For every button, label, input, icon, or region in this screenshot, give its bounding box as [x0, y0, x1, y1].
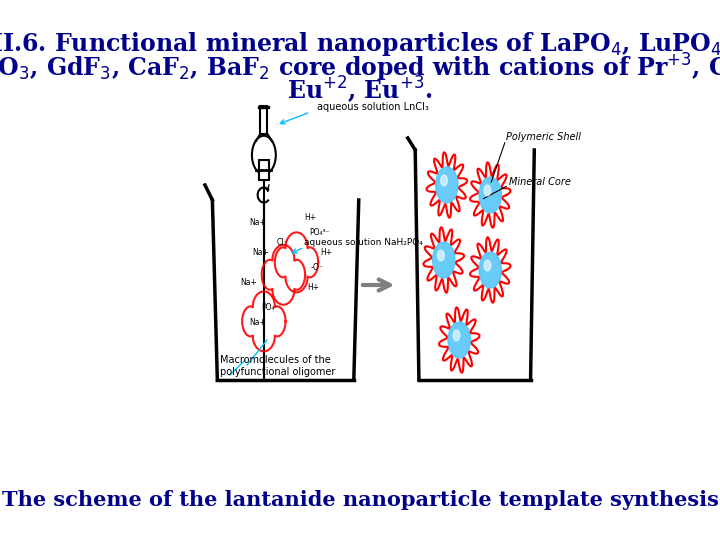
Text: Na+: Na+: [249, 218, 266, 227]
Text: Cl⁻: Cl⁻: [276, 238, 288, 247]
Bar: [258, 106, 269, 108]
Text: aqueous solution NaH₂PO₄: aqueous solution NaH₂PO₄: [304, 238, 423, 247]
Circle shape: [479, 177, 501, 213]
Text: The scheme of the lantanide nanoparticle template synthesis: The scheme of the lantanide nanoparticle…: [1, 490, 719, 510]
Text: -O⁻: -O⁻: [310, 263, 323, 272]
Bar: [259, 160, 269, 180]
Text: H+: H+: [320, 248, 332, 257]
Text: H+: H+: [305, 213, 317, 222]
Circle shape: [484, 185, 491, 196]
Text: PO₄³⁻: PO₄³⁻: [310, 228, 330, 237]
Circle shape: [436, 167, 458, 203]
Text: Eu$^{+2}$, Eu$^{+3}$.: Eu$^{+2}$, Eu$^{+3}$.: [287, 74, 433, 105]
Circle shape: [479, 252, 501, 288]
Circle shape: [438, 250, 444, 261]
Text: Polymeric Shell: Polymeric Shell: [505, 132, 581, 142]
Text: Mineral Core: Mineral Core: [509, 177, 571, 187]
Circle shape: [448, 322, 470, 358]
Text: Na+: Na+: [240, 278, 257, 287]
Text: H+: H+: [307, 283, 320, 292]
Circle shape: [441, 175, 447, 186]
Text: PO₄⁻: PO₄⁻: [261, 303, 279, 312]
Circle shape: [484, 260, 491, 271]
Text: Macromolecules of the
polyfunctional oligomer: Macromolecules of the polyfunctional oli…: [220, 355, 336, 377]
Text: Na+: Na+: [249, 318, 266, 327]
Text: II.6. Functional mineral nanoparticles of LaPO$_4$, LuPO$_4$,: II.6. Functional mineral nanoparticles o…: [0, 30, 720, 58]
Text: LuBO$_3$, GdF$_3$, CaF$_2$, BaF$_2$ core doped with cations of Pr$^{+3}$, Ce$^{+: LuBO$_3$, GdF$_3$, CaF$_2$, BaF$_2$ core…: [0, 52, 720, 84]
Bar: [261, 106, 267, 134]
Text: aqueous solution LnCl₃: aqueous solution LnCl₃: [317, 102, 428, 112]
Circle shape: [453, 330, 460, 341]
Text: Na+: Na+: [252, 248, 269, 257]
Circle shape: [433, 242, 455, 278]
